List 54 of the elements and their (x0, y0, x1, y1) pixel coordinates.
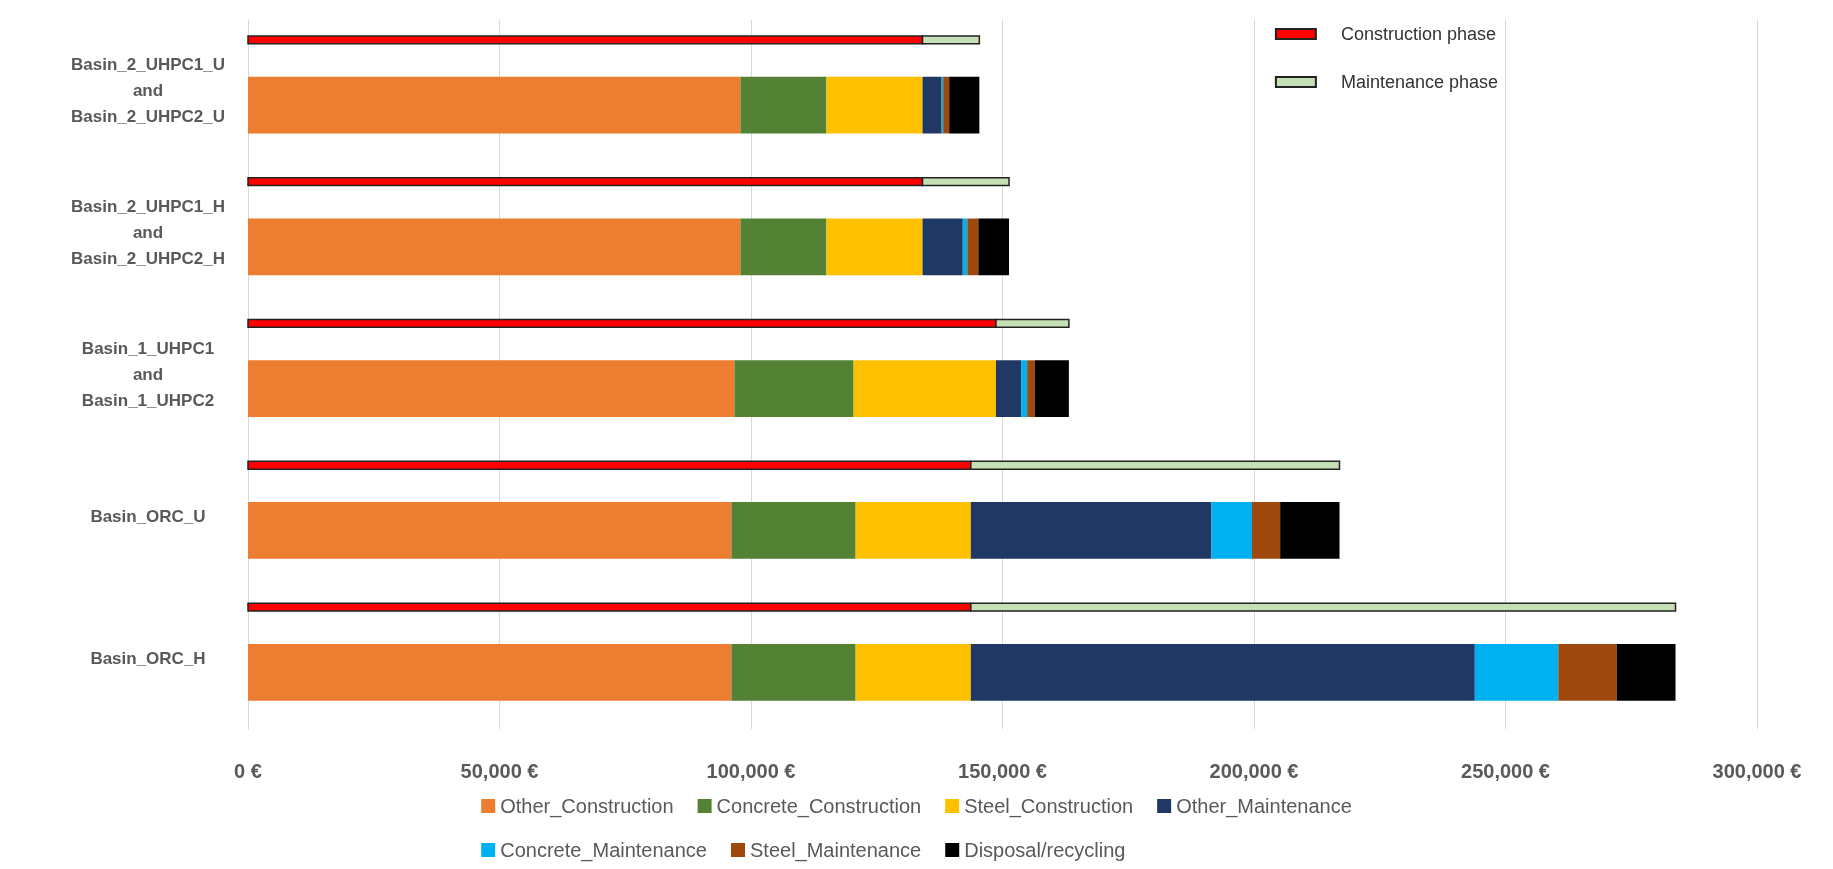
bar (943, 76, 950, 134)
legend-label: Maintenance phase (1340, 72, 1499, 92)
legend-label: Steel_Construction (964, 795, 1134, 818)
legend-label: Concrete_Construction (716, 795, 922, 818)
bar (1558, 643, 1617, 701)
legend-label: Steel_Maintenance (749, 839, 922, 862)
bar (248, 643, 732, 701)
bar (855, 502, 971, 559)
bar (855, 643, 971, 701)
legend-label: Other_Construction (500, 795, 674, 818)
bar (1034, 360, 1069, 418)
x-tick-label: 0 € (234, 760, 262, 782)
bar (248, 502, 732, 559)
y-tick-label: Basin_1_UHPC1 and Basin_1_UHPC2 (81, 339, 215, 410)
bar (1211, 502, 1252, 559)
bar (922, 76, 942, 134)
bar (1616, 643, 1676, 701)
bar (248, 76, 741, 134)
y-tick-label: Basin_2_UHPC1_H and Basin_2_UHPC2_H (70, 197, 226, 269)
bar (826, 218, 923, 276)
bar (853, 360, 996, 418)
bar (967, 218, 979, 276)
bar (1474, 643, 1559, 701)
bar (922, 218, 963, 276)
bar (1280, 502, 1340, 559)
bar (740, 218, 827, 276)
bar (740, 76, 827, 134)
bar (731, 502, 856, 559)
legend-label: Disposal/recycling (964, 839, 1126, 861)
bar (248, 218, 741, 276)
y-tick-label: Basin_2_UHPC1_U and Basin_2_UHPC2_U (70, 55, 226, 127)
y-tick-label: Basin_ORC_U (90, 506, 206, 526)
legend-label: Other_Maintenance (1176, 795, 1352, 818)
bar (1251, 502, 1281, 559)
bar (949, 76, 980, 134)
legend-label: Construction phase (1340, 24, 1496, 44)
x-tick-label: 50,000 € (460, 760, 539, 782)
y-tick-label: Basin_ORC_H (90, 648, 206, 668)
bar (970, 502, 1212, 559)
bar (734, 360, 854, 418)
bar (978, 218, 1010, 276)
bar (970, 643, 1475, 701)
x-tick-label: 250,000 € (1461, 760, 1550, 782)
x-tick-label: 150,000 € (958, 760, 1047, 782)
bar (248, 360, 735, 418)
bar (826, 76, 923, 134)
x-tick-label: 300,000 € (1712, 760, 1802, 782)
bar (1021, 360, 1028, 418)
bar (731, 643, 856, 701)
legend-label: Concrete_Maintenance (500, 839, 707, 862)
bar (1027, 360, 1035, 418)
x-tick-label: 100,000 € (706, 760, 796, 782)
bar (995, 360, 1022, 418)
x-tick-label: 200,000 € (1209, 760, 1299, 782)
